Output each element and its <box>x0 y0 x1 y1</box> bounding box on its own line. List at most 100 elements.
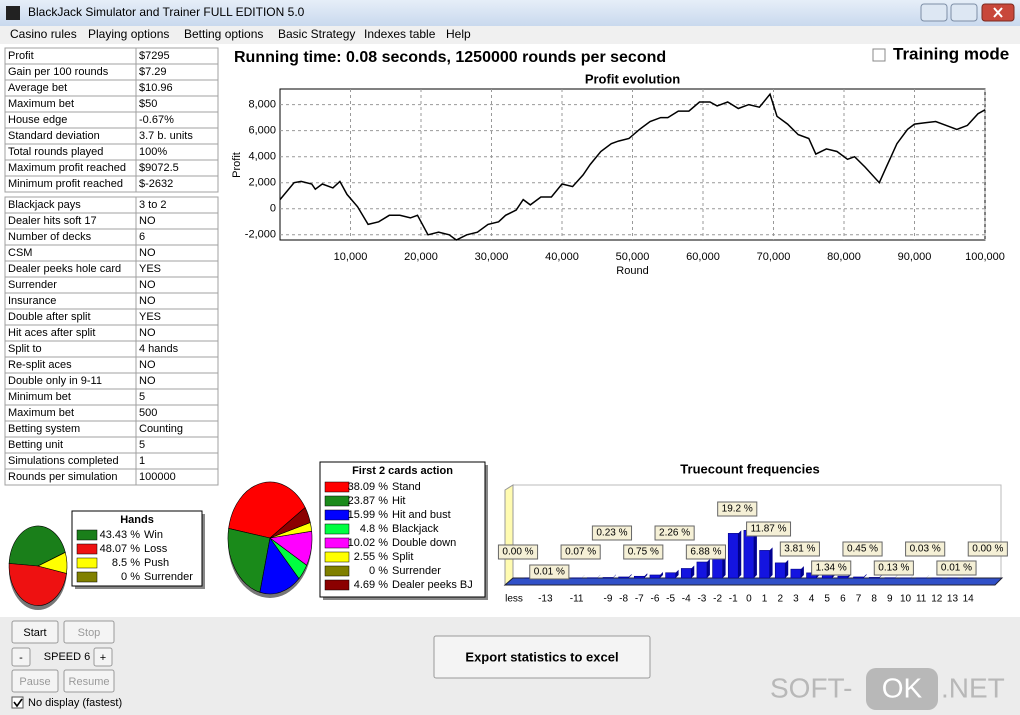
menu-item[interactable]: Indexes table <box>364 27 436 41</box>
x-tick-label: 90,000 <box>898 251 932 263</box>
y-tick-label: 6,000 <box>248 125 276 137</box>
chart-title: Truecount frequencies <box>680 461 819 476</box>
watermark: OK <box>882 672 923 703</box>
y-tick-label: 2,000 <box>248 177 276 189</box>
legend-value: 8.5 % <box>112 557 140 569</box>
training-checkbox[interactable] <box>872 48 886 62</box>
button-label[interactable]: Stop <box>78 627 101 639</box>
bar-side <box>973 574 977 578</box>
x-tick-label: 100,000 <box>965 251 1005 263</box>
row-value: 100000 <box>139 471 176 483</box>
menu-item[interactable]: Basic Strategy <box>278 27 355 41</box>
button-label[interactable]: - <box>19 652 23 664</box>
maximize-button[interactable] <box>950 3 978 22</box>
x-tick-label: -5 <box>666 594 675 605</box>
minimize-button[interactable] <box>920 3 948 22</box>
running-time: Running time: 0.08 seconds, 1250000 roun… <box>234 49 666 66</box>
bar-side <box>675 569 679 578</box>
bar-side <box>612 574 616 578</box>
x-tick-label: 5 <box>824 594 830 605</box>
legend-value: 0 % <box>121 571 140 583</box>
row-label: Insurance <box>8 295 56 307</box>
window-title: BlackJack Simulator and Trainer FULL EDI… <box>28 5 305 19</box>
button-label[interactable]: + <box>100 652 106 664</box>
legend-value: 0 % <box>369 565 388 577</box>
value-label-box <box>936 560 977 576</box>
floor <box>503 577 1004 586</box>
legend-entry: Push <box>144 557 169 569</box>
legend-entry: Stand <box>392 481 421 493</box>
row-value: NO <box>139 359 156 371</box>
x-tick-label: less <box>505 594 523 605</box>
row-label: Minimum profit reached <box>8 178 123 190</box>
menu-item[interactable]: Playing options <box>88 27 169 41</box>
x-tick-label: -3 <box>697 594 706 605</box>
bar-side <box>597 574 601 578</box>
row-value: 3 to 2 <box>139 199 167 211</box>
y-axis-label: Profit <box>231 152 243 178</box>
x-tick-label: -1 <box>729 594 738 605</box>
x-tick-label: -13 <box>538 594 553 605</box>
x-tick-label: -4 <box>682 594 691 605</box>
button-label[interactable]: Export statistics to excel <box>465 649 618 664</box>
button[interactable] <box>11 647 31 667</box>
row-value: 5 <box>139 391 145 403</box>
value-label-box <box>654 525 695 541</box>
row-value: $7.29 <box>139 66 167 78</box>
menu-bar <box>0 26 1020 44</box>
button[interactable] <box>93 647 113 667</box>
pie-slice <box>37 552 66 567</box>
legend-entry: Surrender <box>392 565 441 577</box>
x-tick-label: -11 <box>570 594 584 605</box>
button-label[interactable]: Start <box>23 627 46 639</box>
row-value: NO <box>139 375 156 387</box>
legend-value: 4.8 % <box>360 523 388 535</box>
bar <box>790 568 802 579</box>
button[interactable] <box>63 620 115 644</box>
menu-item[interactable]: Help <box>446 27 471 41</box>
row-value: NO <box>139 247 156 259</box>
menu-item[interactable]: Casino rules <box>10 27 77 41</box>
row-value: NO <box>139 215 156 227</box>
value-label-box <box>497 544 539 560</box>
value-label: 3.81 % <box>784 544 815 555</box>
x-tick-label: 14 <box>963 594 975 605</box>
button[interactable] <box>11 669 59 693</box>
bar <box>665 572 676 579</box>
legend-swatch <box>324 495 350 507</box>
row-value: 6 <box>139 231 145 243</box>
value-label-box <box>967 541 1008 557</box>
value-label: 0.23 % <box>596 528 627 539</box>
legend-swatch <box>324 579 350 591</box>
button-label[interactable]: Resume <box>69 676 110 688</box>
pie-slice <box>8 525 66 567</box>
bar <box>853 576 864 579</box>
training-mode-label[interactable]: Training mode <box>893 44 1009 63</box>
value-label-box <box>842 541 883 557</box>
row-value: $50 <box>139 98 157 110</box>
row-value: 3.7 b. units <box>139 130 193 142</box>
value-label: 0.13 % <box>878 563 909 574</box>
button[interactable] <box>11 620 59 644</box>
row-label: Rounds per simulation <box>8 471 117 483</box>
no-display-label[interactable]: No display (fastest) <box>28 697 122 709</box>
x-tick-label: 1 <box>762 594 768 605</box>
value-label-box <box>779 541 820 557</box>
value-label: 0.00 % <box>972 544 1003 555</box>
no-display-checkbox[interactable] <box>11 696 24 709</box>
button-label[interactable]: Pause <box>19 676 50 688</box>
row-value: 4 hands <box>139 343 179 355</box>
row-value: YES <box>139 311 161 323</box>
legend-entry: Hit and bust <box>392 509 451 521</box>
legend-entry: Dealer peeks BJ <box>392 579 473 591</box>
row-label: Gain per 100 rounds <box>8 66 109 78</box>
checkmark <box>13 698 23 708</box>
y-tick-label: 4,000 <box>248 151 276 163</box>
value-label-box <box>811 560 852 576</box>
button[interactable] <box>433 635 651 679</box>
button[interactable] <box>63 669 115 693</box>
menu-item[interactable]: Betting options <box>184 27 263 41</box>
value-label: 11.87 % <box>751 524 787 535</box>
bar <box>602 577 614 579</box>
x-tick-label: 50,000 <box>616 251 650 263</box>
